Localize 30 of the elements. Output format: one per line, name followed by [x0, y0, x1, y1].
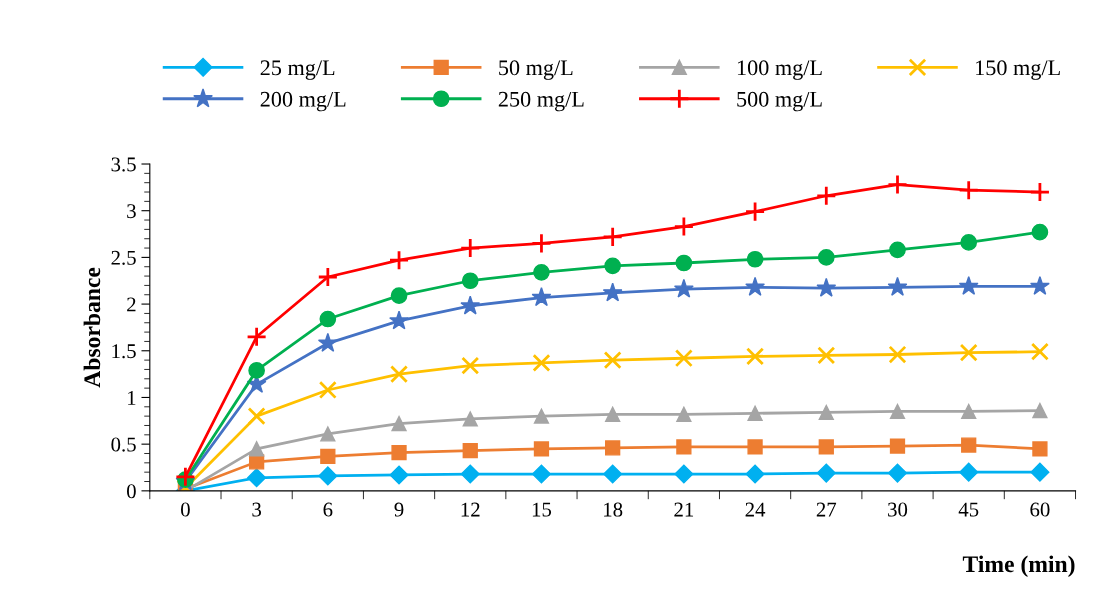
x-tick-label: 45	[958, 502, 979, 517]
x-tick-label: 27	[816, 502, 837, 517]
y-axis-title: Absorbance	[83, 267, 101, 388]
legend-label: 25 mg/L	[260, 60, 335, 80]
x-tick-label: 24	[745, 502, 766, 517]
legend-label: 150 mg/L	[976, 60, 1060, 80]
x-tick-label: 6	[323, 502, 333, 517]
y-tick-label: 3.5	[111, 157, 136, 172]
x-axis-title: Time (min)	[962, 555, 1075, 577]
y-tick-label: 3	[127, 204, 136, 219]
x-tick-label: 12	[461, 502, 480, 517]
y-tick-label: 0.5	[111, 437, 136, 452]
x-tick-label: 18	[604, 502, 623, 517]
y-tick-label: 2	[127, 297, 136, 312]
x-tick-label: 9	[394, 502, 404, 517]
y-tick-label: 1.5	[112, 344, 136, 359]
x-tick-label: 3	[252, 502, 262, 517]
y-tick-label: 2.5	[111, 250, 136, 265]
legend-label: 250 mg/L	[498, 91, 584, 112]
x-tick-label: 21	[674, 502, 694, 517]
x-tick-label: 30	[888, 502, 908, 517]
legend-label: 50 mg/L	[499, 60, 573, 80]
x-tick-label: 15	[532, 502, 552, 517]
x-tick-label: 0	[181, 502, 190, 517]
y-tick-label: 0	[127, 484, 136, 499]
legend-label: 100 mg/L	[737, 60, 822, 80]
y-tick-label: 1	[128, 390, 136, 405]
x-tick-label: 60	[1030, 502, 1050, 517]
legend-label: 200 mg/L	[260, 91, 346, 112]
legend-label: 500 mg/L	[737, 91, 822, 112]
